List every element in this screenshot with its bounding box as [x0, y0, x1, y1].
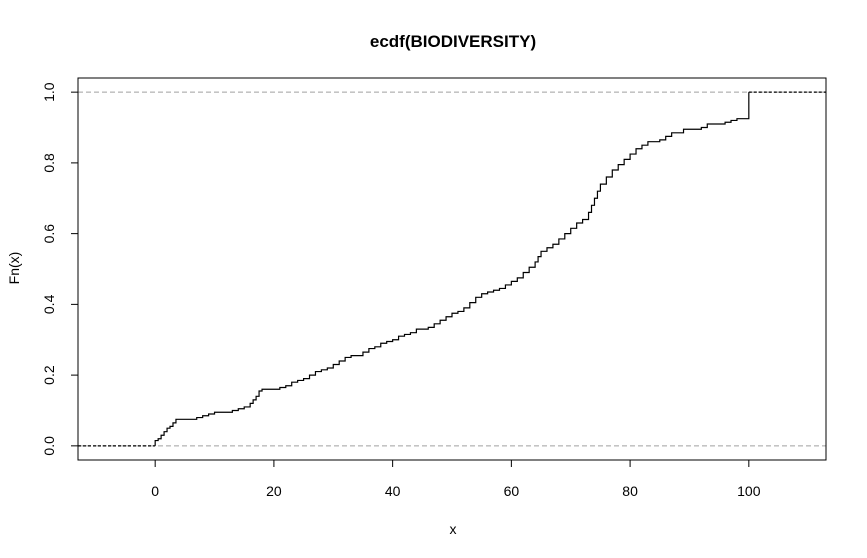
y-tick-label: 0.8	[41, 153, 57, 173]
y-tick-label: 0.0	[41, 436, 57, 456]
y-tick-label: 0.4	[41, 294, 57, 314]
y-axis-label: Fn(x)	[6, 252, 22, 285]
chart-title: ecdf(BIODIVERSITY)	[370, 32, 536, 51]
plot-frame	[77, 77, 827, 461]
reference-lines	[78, 91, 826, 447]
x-tick-label: 20	[266, 483, 282, 499]
ecdf-step-line	[154, 92, 750, 446]
x-tick-label: 0	[151, 483, 159, 499]
y-tick-label: 0.6	[41, 224, 57, 244]
x-tick-label: 60	[504, 483, 520, 499]
x-tick-label: 40	[385, 483, 401, 499]
x-axis: 0 20 40 60 80 100	[151, 459, 761, 499]
plot-area	[78, 91, 826, 447]
y-tick-label: 1.0	[41, 82, 57, 102]
x-tick-label: 80	[622, 483, 638, 499]
x-axis-label: x	[450, 521, 457, 537]
y-tick-label: 0.2	[41, 365, 57, 385]
x-tick-label: 100	[737, 483, 761, 499]
y-axis: 0.0 0.2 0.4 0.6 0.8 1.0	[41, 82, 79, 456]
